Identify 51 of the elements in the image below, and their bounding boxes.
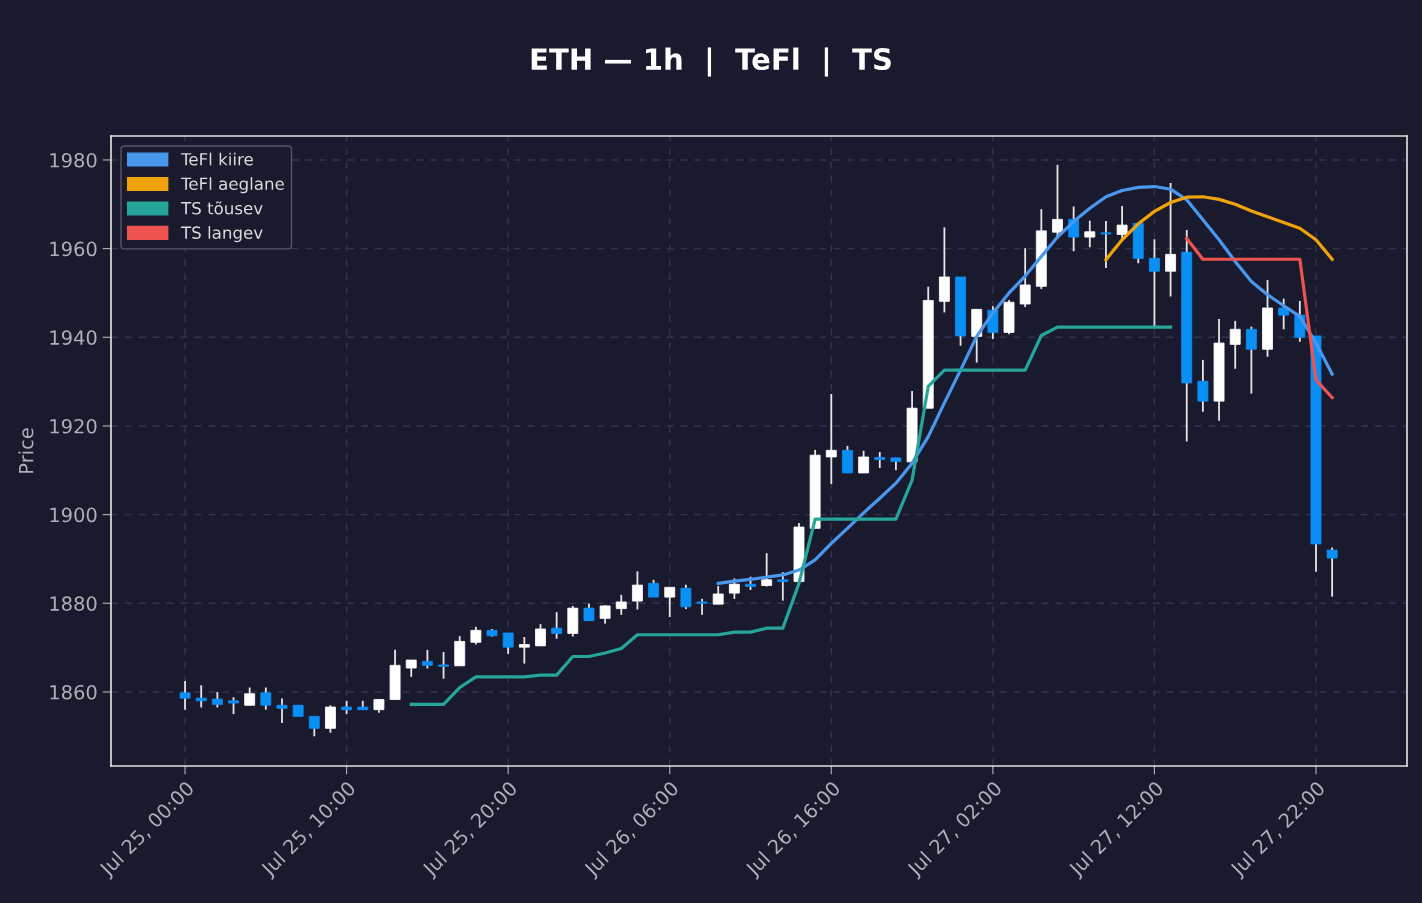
candlestick: [1165, 182, 1177, 298]
y-tick-label: 1920: [50, 418, 97, 434]
candlestick: [535, 623, 546, 647]
legend-label: TeFl kiire: [180, 152, 253, 166]
candlestick: [680, 583, 692, 610]
candlestick: [308, 715, 320, 738]
candlestick: [777, 571, 789, 602]
y-tick-label: 1940: [50, 330, 97, 345]
candlestick: [825, 393, 837, 485]
candlestick: [260, 686, 272, 711]
candlestick: [518, 636, 530, 665]
candlestick: [728, 577, 740, 600]
candlestick: [551, 611, 563, 640]
candlestick: [615, 593, 627, 616]
y-tick-label: 1900: [50, 507, 97, 523]
candlestick: [1116, 205, 1128, 241]
candlestick: [599, 604, 611, 625]
candlestick: [438, 651, 449, 680]
line-series: [409, 325, 1173, 706]
line-series: [1104, 195, 1334, 262]
candlestick: [712, 585, 724, 606]
y-axis-title: Price: [18, 428, 34, 473]
candlestick: [874, 451, 886, 469]
candlestick: [1100, 220, 1112, 270]
candlestick: [842, 444, 853, 474]
candlestick: [1197, 358, 1209, 413]
chart-title: ETH — 1h | TeFl | TS: [531, 47, 891, 77]
y-tick-label: 1960: [50, 241, 97, 257]
line-series: [1185, 236, 1334, 400]
candlestick: [1019, 247, 1031, 309]
y-tick-label: 1860: [50, 684, 97, 700]
candlestick: [1326, 546, 1338, 598]
candlestick: [664, 586, 676, 618]
y-tick-label: 1980: [50, 152, 97, 168]
legend-label: TS langev: [180, 226, 263, 243]
candlestick: [276, 697, 288, 724]
candlestick: [325, 704, 336, 734]
candlestick: [858, 449, 870, 474]
legend-label: TS tõusev: [180, 201, 263, 215]
candlestick: [1149, 238, 1160, 328]
y-tick-label: 1880: [50, 596, 97, 611]
candlestick: [1245, 325, 1257, 395]
candlestick: [179, 679, 191, 711]
candlestick: [502, 632, 514, 655]
candlestick: [421, 648, 433, 670]
candlestick: [1278, 297, 1290, 331]
legend-label: TeFl aeglane: [180, 177, 284, 194]
candlestick: [1084, 219, 1096, 249]
candlestick: [1229, 319, 1241, 370]
candlestick: [696, 597, 708, 616]
candlestick: [632, 570, 643, 611]
